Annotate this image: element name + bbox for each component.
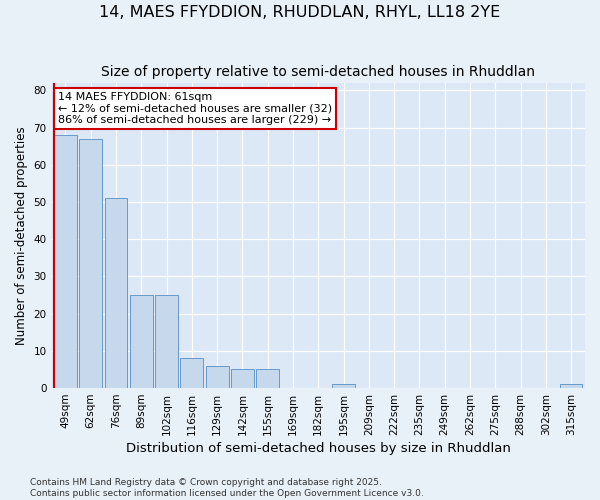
Bar: [560, 384, 583, 388]
Bar: [155, 295, 178, 388]
Bar: [231, 370, 254, 388]
Bar: [54, 135, 77, 388]
Bar: [332, 384, 355, 388]
Title: Size of property relative to semi-detached houses in Rhuddlan: Size of property relative to semi-detach…: [101, 65, 535, 79]
Text: 14 MAES FFYDDION: 61sqm
← 12% of semi-detached houses are smaller (32)
86% of se: 14 MAES FFYDDION: 61sqm ← 12% of semi-de…: [58, 92, 332, 126]
Bar: [181, 358, 203, 388]
Y-axis label: Number of semi-detached properties: Number of semi-detached properties: [15, 126, 28, 345]
Bar: [104, 198, 127, 388]
Bar: [256, 370, 279, 388]
X-axis label: Distribution of semi-detached houses by size in Rhuddlan: Distribution of semi-detached houses by …: [126, 442, 511, 455]
Bar: [206, 366, 229, 388]
Bar: [130, 295, 152, 388]
Bar: [79, 139, 102, 388]
Text: 14, MAES FFYDDION, RHUDDLAN, RHYL, LL18 2YE: 14, MAES FFYDDION, RHUDDLAN, RHYL, LL18 …: [100, 5, 500, 20]
Text: Contains HM Land Registry data © Crown copyright and database right 2025.
Contai: Contains HM Land Registry data © Crown c…: [30, 478, 424, 498]
